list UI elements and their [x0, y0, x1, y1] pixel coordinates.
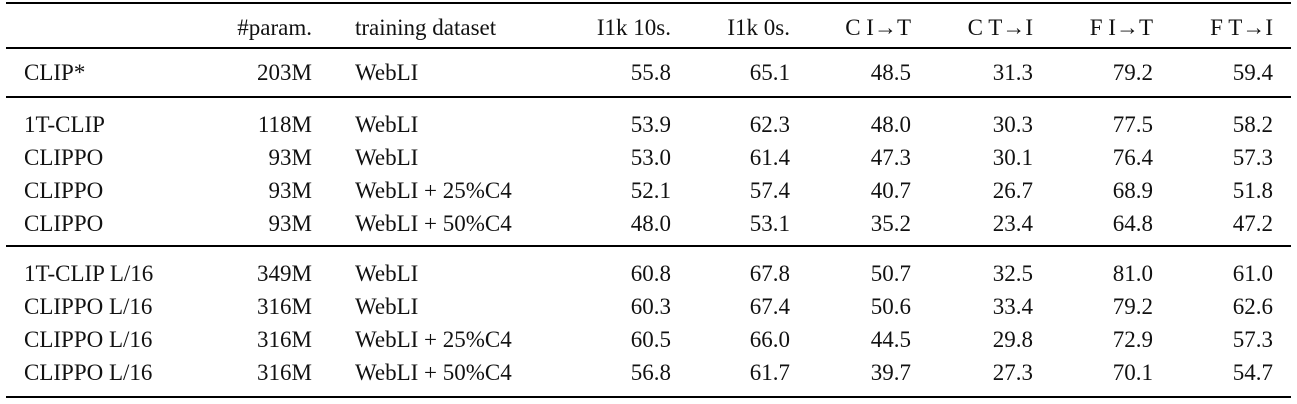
table-cell: WebLI + 25%C4 — [355, 327, 512, 352]
table-cell: 51.8 — [1232, 178, 1273, 203]
table-cell: 53.9 — [630, 112, 671, 137]
column-header: I1k 10s. — [596, 15, 671, 40]
row-label: CLIPPO — [24, 211, 104, 236]
table-cell: 66.0 — [749, 327, 790, 352]
table-cell: 55.8 — [630, 60, 671, 85]
table-cell: 62.6 — [1232, 294, 1273, 319]
column-header: F I→T — [1089, 15, 1153, 40]
row-label: 1T-CLIP L/16 — [24, 261, 154, 286]
top-rule — [6, 1, 1291, 5]
table-cell: 316M — [257, 360, 312, 385]
table-cell: 57.3 — [1232, 327, 1273, 352]
row-label: CLIP* — [24, 60, 86, 85]
column-header: #param. — [237, 15, 312, 40]
table-cell: 68.9 — [1112, 178, 1153, 203]
table-cell: 29.8 — [992, 327, 1033, 352]
table-cell: 77.5 — [1112, 112, 1153, 137]
table-cell: WebLI — [355, 112, 419, 137]
table-cell: 60.5 — [630, 327, 671, 352]
table-cell: 32.5 — [992, 261, 1033, 286]
table-cell: 67.4 — [749, 294, 790, 319]
table-cell: 40.7 — [870, 178, 911, 203]
table-cell: 47.3 — [870, 145, 911, 170]
table-cell: WebLI + 50%C4 — [355, 211, 512, 236]
table-cell: 48.0 — [630, 211, 671, 236]
table-cell: 57.3 — [1232, 145, 1273, 170]
table-cell: 316M — [257, 327, 312, 352]
table-cell: WebLI + 50%C4 — [355, 360, 512, 385]
table-cell: 62.3 — [749, 112, 790, 137]
table-cell: 70.1 — [1112, 360, 1153, 385]
table-cell: 27.3 — [992, 360, 1033, 385]
table-cell: 44.5 — [870, 327, 911, 352]
table-cell: 31.3 — [992, 60, 1033, 85]
table-cell: 79.2 — [1112, 60, 1153, 85]
row-label: CLIPPO — [24, 178, 104, 203]
column-header: I1k 0s. — [727, 15, 790, 40]
bottom-rule — [6, 395, 1291, 399]
column-header: training dataset — [355, 15, 497, 40]
table-cell: 93M — [268, 211, 312, 236]
table-cell: 48.5 — [870, 60, 911, 85]
table-cell: 23.4 — [992, 211, 1033, 236]
table-cell: 93M — [268, 145, 312, 170]
table-cell: 54.7 — [1232, 360, 1273, 385]
table-cell: 316M — [257, 294, 312, 319]
table-cell: 60.8 — [630, 261, 671, 286]
table-cell: 61.0 — [1232, 261, 1273, 286]
row-label: CLIPPO L/16 — [24, 360, 153, 385]
table-cell: 52.1 — [630, 178, 671, 203]
column-header: F T→I — [1210, 15, 1273, 40]
table-cell: 48.0 — [870, 112, 911, 137]
table-cell: WebLI — [355, 261, 419, 286]
table-cell: 30.1 — [992, 145, 1033, 170]
row-label: 1T-CLIP — [24, 112, 105, 137]
table-cell: 58.2 — [1232, 112, 1273, 137]
header-rule — [6, 47, 1291, 49]
table-cell: WebLI — [355, 294, 419, 319]
table-cell: 67.8 — [749, 261, 790, 286]
group-rule — [6, 96, 1291, 98]
table-cell: 56.8 — [630, 360, 671, 385]
table-cell: 53.1 — [749, 211, 790, 236]
table-cell: 203M — [257, 60, 312, 85]
table-cell: 26.7 — [992, 178, 1033, 203]
table-cell: WebLI + 25%C4 — [355, 178, 512, 203]
table-cell: 30.3 — [992, 112, 1033, 137]
row-label: CLIPPO L/16 — [24, 294, 153, 319]
table-cell: 76.4 — [1112, 145, 1153, 170]
table-cell: 53.0 — [630, 145, 671, 170]
table-cell: 33.4 — [992, 294, 1033, 319]
row-label: CLIPPO L/16 — [24, 327, 153, 352]
table-cell: 79.2 — [1112, 294, 1153, 319]
table-cell: WebLI — [355, 60, 419, 85]
table-cell: 61.4 — [749, 145, 790, 170]
table-cell: 50.7 — [870, 261, 911, 286]
table-cell: 81.0 — [1112, 261, 1153, 286]
table-cell: 57.4 — [749, 178, 790, 203]
group-rule — [6, 245, 1291, 247]
column-header: C I→T — [845, 15, 911, 40]
table-cell: 65.1 — [749, 60, 790, 85]
row-label: CLIPPO — [24, 145, 104, 170]
table-cell: 59.4 — [1232, 60, 1273, 85]
table-cell: 39.7 — [870, 360, 911, 385]
table-cell: 60.3 — [630, 294, 671, 319]
table-cell: 72.9 — [1112, 327, 1153, 352]
table-cell: WebLI — [355, 145, 419, 170]
table-cell: 349M — [257, 261, 312, 286]
table-cell: 61.7 — [749, 360, 790, 385]
table-cell: 118M — [257, 112, 312, 137]
table-cell: 50.6 — [870, 294, 911, 319]
table-cell: 93M — [268, 178, 312, 203]
table-cell: 35.2 — [870, 211, 911, 236]
table-cell: 47.2 — [1232, 211, 1273, 236]
table-cell: 64.8 — [1112, 211, 1153, 236]
column-header: C T→I — [967, 15, 1033, 40]
